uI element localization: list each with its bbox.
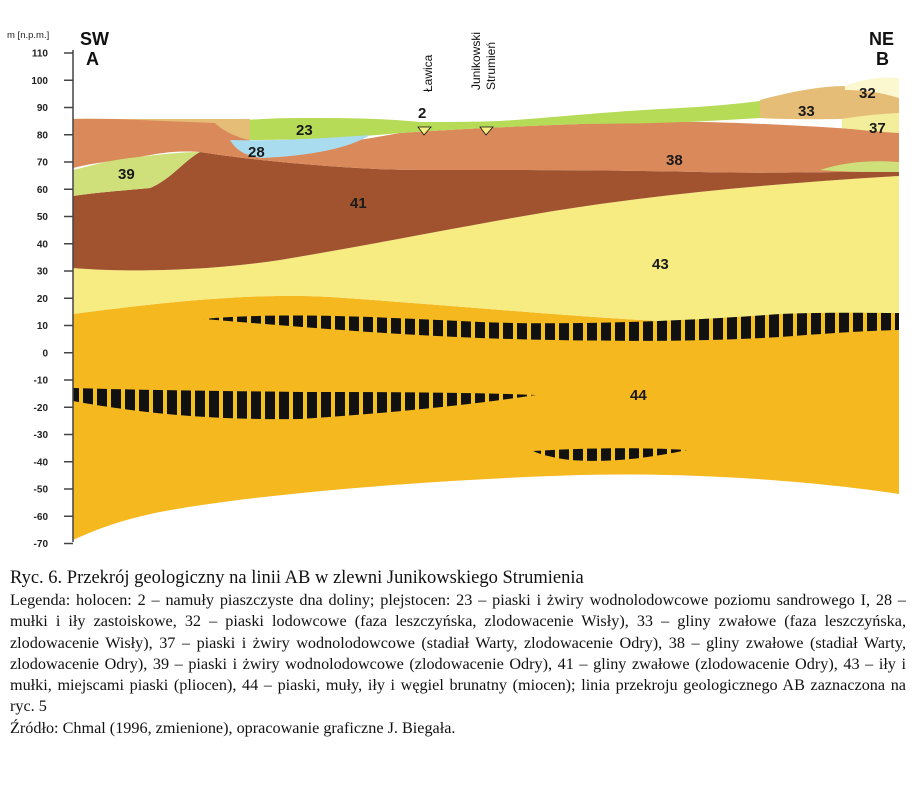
y-tick-label: -20 — [34, 403, 49, 414]
y-tick-label: 60 — [37, 185, 49, 196]
y-tick-label: -40 — [34, 457, 49, 468]
label-layer-28: 28 — [248, 144, 265, 161]
label-layer-23: 23 — [296, 122, 313, 139]
layer-44 — [73, 295, 899, 540]
layer-2-strumien — [479, 126, 494, 136]
layer-32 — [845, 77, 899, 98]
coal-seam-lens — [533, 448, 687, 461]
label-layer-38: 38 — [666, 152, 683, 169]
label-layer-2: 2 — [418, 105, 426, 122]
coal-seam-upper — [204, 312, 899, 341]
layer-37 — [842, 113, 899, 133]
layer-23 — [215, 95, 800, 140]
y-tick-label: 0 — [42, 348, 48, 359]
label-layer-32: 32 — [859, 85, 876, 102]
y-tick-label: 30 — [37, 267, 49, 278]
profile-start-label: SW — [80, 29, 109, 49]
y-tick-label: -10 — [34, 376, 49, 387]
layer-28 — [230, 135, 370, 158]
layer-2 — [417, 126, 432, 136]
label-layer-41: 41 — [350, 195, 367, 212]
label-layer-44: 44 — [630, 387, 647, 404]
profile-end-label: NE — [869, 29, 894, 49]
y-tick-label: -60 — [34, 512, 49, 523]
y-tick-label: 40 — [37, 239, 49, 250]
figure-caption: Ryc. 6. Przekrój geologiczny na linii AB… — [10, 566, 906, 739]
label-layer-43: 43 — [652, 256, 669, 273]
y-axis-ticks: 1101009080706050403020100-10-20-30-40-50… — [31, 49, 73, 550]
y-tick-label: 80 — [37, 130, 49, 141]
geological-cross-section: 1101009080706050403020100-10-20-30-40-50… — [7, 29, 899, 550]
label-layer-37: 37 — [869, 120, 886, 137]
y-tick-label: 70 — [37, 158, 49, 169]
profile-start-letter: A — [86, 49, 99, 69]
y-tick-label: 110 — [32, 49, 49, 60]
y-tick-label: 20 — [37, 294, 49, 305]
layer-33-right — [760, 86, 899, 120]
coal-seam-lower — [73, 388, 536, 420]
y-tick-label: -70 — [34, 539, 49, 550]
y-tick-label: 100 — [31, 76, 48, 87]
y-tick-label: -50 — [34, 485, 49, 496]
axis-unit-label: m [n.p.m.] — [7, 30, 49, 41]
y-tick-label: 10 — [37, 321, 49, 332]
layer-33 — [73, 118, 250, 140]
place-lawica: Ławica — [421, 54, 435, 92]
label-layer-39: 39 — [118, 166, 135, 183]
caption-title: Ryc. 6. Przekrój geologiczny na linii AB… — [10, 568, 584, 588]
y-tick-label: 50 — [37, 212, 49, 223]
place-junikowski-line2: Strumień — [484, 42, 498, 90]
y-tick-label: -30 — [34, 430, 49, 441]
caption-legend: Legenda: holocen: 2 – namuły piaszczyste… — [10, 591, 906, 716]
layer-39-right — [820, 161, 899, 172]
profile-end-letter: B — [876, 49, 889, 69]
label-layer-33: 33 — [798, 103, 815, 120]
layer-39 — [73, 152, 200, 196]
caption-source: Źródło: Chmal (1996, zmienione), opracow… — [10, 718, 456, 737]
place-junikowski-line1: Junikowski — [469, 32, 483, 90]
layer-43 — [73, 176, 899, 322]
y-tick-label: 90 — [37, 103, 49, 114]
layer-41 — [73, 152, 899, 271]
layer-38 — [73, 119, 899, 173]
